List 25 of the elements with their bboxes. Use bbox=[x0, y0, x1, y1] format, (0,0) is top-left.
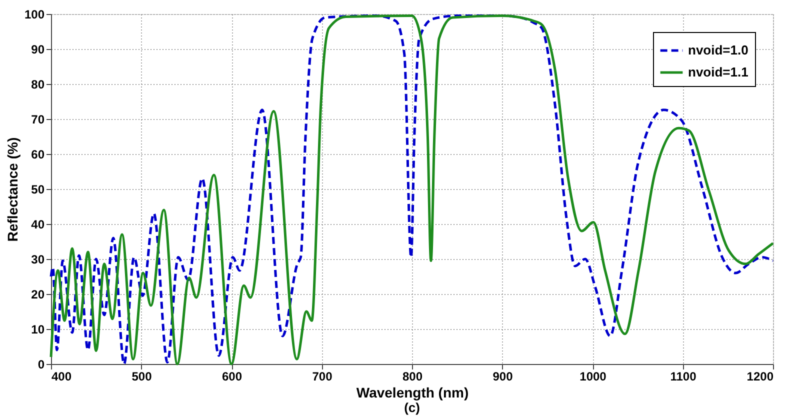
y-tick-label: 40 bbox=[31, 218, 45, 232]
x-tick-label: 700 bbox=[312, 370, 333, 384]
legend-label: nvoid=1.1 bbox=[688, 64, 748, 80]
x-tick-label: 500 bbox=[132, 370, 152, 384]
y-tick-label: 30 bbox=[31, 252, 45, 266]
x-tick-label: 1000 bbox=[580, 370, 607, 384]
x-tick-label: 400 bbox=[52, 370, 72, 384]
y-tick-label: 50 bbox=[31, 182, 45, 196]
y-tick-label: 60 bbox=[31, 148, 45, 162]
x-tick-label: 1100 bbox=[670, 370, 697, 384]
y-tick-label: 70 bbox=[31, 112, 45, 126]
y-tick-label: 0 bbox=[38, 358, 45, 372]
x-tick-label: 800 bbox=[402, 370, 423, 384]
x-tick-label: 600 bbox=[222, 370, 242, 384]
y-tick-label: 20 bbox=[31, 288, 45, 302]
x-axis-title: Wavelength (nm) bbox=[356, 384, 469, 400]
y-tick-label: 10 bbox=[31, 322, 45, 336]
text: (c) bbox=[404, 400, 420, 415]
y-tick-label: 100 bbox=[24, 8, 45, 22]
x-tick-label: 1200 bbox=[746, 370, 774, 384]
y-axis-title: Reflectance (%) bbox=[4, 137, 20, 242]
y-tick-label: 90 bbox=[31, 42, 45, 56]
x-tick-label: 900 bbox=[492, 370, 514, 384]
y-tick-label: 80 bbox=[31, 78, 45, 92]
legend-label: nvoid=1.0 bbox=[688, 42, 748, 58]
